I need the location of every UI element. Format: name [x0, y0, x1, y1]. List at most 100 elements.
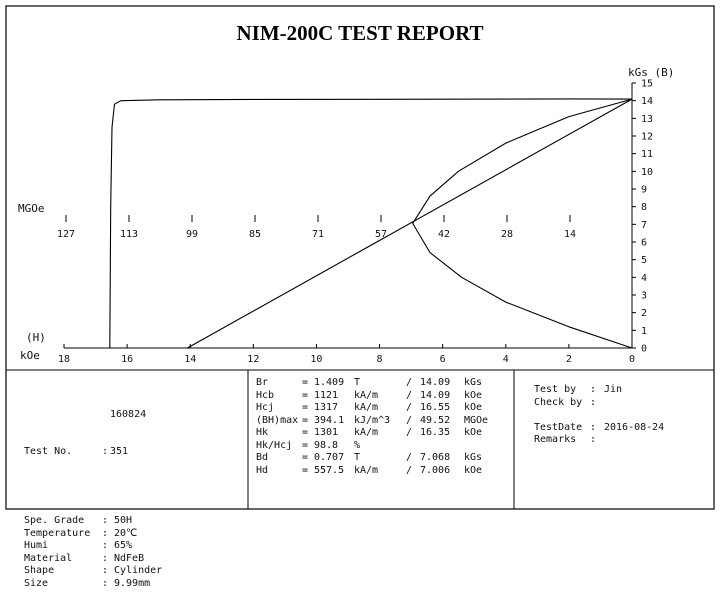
parameter-sl: /	[406, 452, 413, 463]
y-tick-label: 9	[641, 185, 647, 196]
energy-axis-ticks: 127 113 99 85 71 57 42 28 14	[57, 215, 576, 240]
x-tick-label: 12	[247, 354, 259, 365]
parameter-row: Hk/Hcj = 98.8%	[256, 440, 504, 453]
parameter-eq: =	[302, 452, 309, 463]
parameter-u1: T	[354, 452, 361, 463]
y-tick-label: 2	[641, 308, 647, 319]
parameter-row: Hd = 557.5 kA/m / 7.006 kOe	[256, 465, 504, 478]
meta-label: Test by	[534, 384, 577, 395]
parameter-v1: 557.5	[314, 464, 345, 476]
sample-info: 160824 Test No. : 351 Spe. Grade:50H Temp…	[24, 384, 162, 615]
x-tick-label: 6	[440, 354, 446, 365]
parameter-sl	[406, 440, 420, 453]
parameter-row: Hcj = 1317 kA/m / 16.55 kOe	[256, 402, 504, 415]
y-tick-label: 6	[641, 238, 647, 249]
meta-label: TestDate	[534, 421, 583, 433]
parameter-u2: kOe	[464, 464, 483, 476]
parameter-v2: 16.35	[420, 427, 451, 438]
test-no-sep: :	[102, 446, 109, 457]
parameter-sl: /	[406, 402, 413, 413]
sample-info-row: Size:9.99mm	[24, 578, 162, 591]
meta-row: Test by: Jin	[534, 384, 664, 397]
energy-tick-label: 28	[501, 229, 513, 240]
y-tick-label: 12	[641, 132, 653, 143]
parameter-row: Br = 1.409 T / 14.09 kGs	[256, 377, 504, 390]
sample-info-row: Temperature:20℃	[24, 528, 162, 541]
y-tick-label: 15	[641, 79, 653, 90]
parameter-eq: =	[302, 389, 309, 401]
parameter-eq: =	[302, 439, 309, 451]
x-tick-label: 8	[377, 354, 383, 365]
energy-tick-label: 113	[120, 229, 138, 240]
energy-tick-label: 42	[438, 229, 450, 240]
report-title: NIM-200C TEST REPORT	[236, 21, 483, 45]
y-tick-label: 13	[641, 114, 653, 125]
y-tick-label: 10	[641, 167, 653, 178]
parameter-row: Bd = 0.707 T / 7.068 kGs	[256, 452, 504, 465]
parameter-u2: kOe	[464, 427, 483, 438]
BH-product-curve	[412, 98, 633, 349]
sample-info-sep: :	[102, 565, 109, 576]
normal-B-curve	[187, 98, 633, 349]
parameter-eq: =	[302, 402, 309, 413]
sample-info-value: 20℃	[114, 527, 138, 539]
energy-tick-label: 85	[249, 229, 261, 240]
x-tick-label: 18	[58, 354, 70, 365]
parameter-name: Bd	[256, 452, 269, 463]
y-tick-label: 7	[641, 220, 647, 231]
parameter-u1: kA/m	[354, 389, 379, 401]
meta-sep: :	[590, 421, 597, 433]
parameter-u2: kOe	[464, 402, 483, 413]
parameter-u1: kJ/m^3	[354, 414, 391, 426]
parameter-name: (BH)max	[256, 414, 299, 426]
parameter-u2	[464, 440, 504, 453]
parameter-v1: 1317	[314, 402, 339, 413]
parameter-eq: =	[302, 427, 309, 438]
y-tick-label: 14	[641, 96, 653, 107]
y-tick-label: 4	[641, 273, 647, 284]
sample-info-value: Cylinder	[114, 565, 163, 576]
parameter-name: Hk	[256, 427, 269, 438]
parameter-v2: 14.09	[420, 389, 451, 401]
parameter-name: Hd	[256, 464, 269, 476]
sample-info-row: Material: NdFeB	[24, 553, 162, 566]
parameter-v2: 7.068	[420, 452, 451, 463]
test-no-label: Test No.	[24, 446, 73, 457]
sample-info-sep: :	[102, 540, 109, 551]
parameter-u1: T	[354, 377, 361, 388]
parameter-v1: 98.8	[314, 439, 339, 451]
y-tick-label: 0	[641, 344, 647, 355]
parameter-v1: 1301	[314, 427, 339, 438]
parameter-v2: 7.006	[420, 464, 451, 476]
meta-sep: :	[590, 396, 597, 408]
energy-axis-unit-label: MGOe	[18, 202, 45, 215]
y-tick-label: 1	[641, 326, 647, 337]
energy-tick-label: 57	[375, 229, 387, 240]
sample-info-sep: :	[102, 527, 109, 539]
x-axis-ticks: 18 16 14 12 10 8 6 4 2 0	[58, 344, 635, 365]
sample-info-row: Shape: Cylinder	[24, 565, 162, 578]
sample-info-label: Shape	[24, 565, 55, 576]
energy-tick-label: 71	[312, 229, 324, 240]
sample-info-sep: :	[102, 577, 109, 589]
parameter-sl: /	[406, 464, 413, 476]
parameter-v2: 49.52	[420, 414, 451, 426]
test-meta: Test by: Jin Check by: TestDate:2016-08-24 R…	[534, 384, 664, 447]
meta-row: TestDate:2016-08-24	[534, 422, 664, 435]
energy-tick-label: 14	[564, 229, 576, 240]
parameter-row: Hcb = 1121 kA/m / 14.09 kOe	[256, 390, 504, 403]
parameter-eq: =	[302, 414, 309, 426]
outer-border	[5, 5, 715, 510]
parameter-v2: 14.09	[420, 377, 451, 388]
sample-info-row: Humi:65%	[24, 540, 162, 553]
parameter-u2: kGs	[464, 377, 483, 388]
parameter-sl: /	[406, 427, 413, 438]
parameter-u1: kA/m	[354, 464, 379, 476]
parameter-name: Br	[256, 377, 269, 388]
y-tick-label: 3	[641, 291, 647, 302]
corner-label: (H)	[26, 331, 46, 344]
meta-sep: :	[590, 434, 597, 445]
meta-label: Check by	[534, 396, 583, 408]
